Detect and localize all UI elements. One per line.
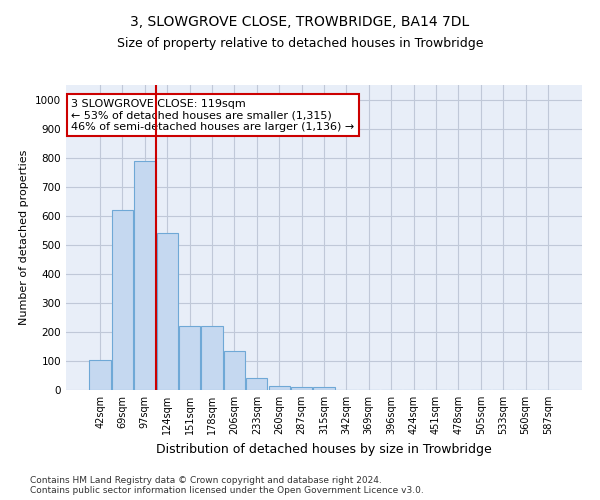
X-axis label: Distribution of detached houses by size in Trowbridge: Distribution of detached houses by size … (156, 442, 492, 456)
Text: Contains HM Land Registry data © Crown copyright and database right 2024.
Contai: Contains HM Land Registry data © Crown c… (30, 476, 424, 495)
Y-axis label: Number of detached properties: Number of detached properties (19, 150, 29, 325)
Text: 3 SLOWGROVE CLOSE: 119sqm
← 53% of detached houses are smaller (1,315)
46% of se: 3 SLOWGROVE CLOSE: 119sqm ← 53% of detac… (71, 98, 355, 132)
Text: Size of property relative to detached houses in Trowbridge: Size of property relative to detached ho… (117, 38, 483, 51)
Bar (224, 351, 245, 390)
Text: 3, SLOWGROVE CLOSE, TROWBRIDGE, BA14 7DL: 3, SLOWGROVE CLOSE, TROWBRIDGE, BA14 7DL (130, 15, 470, 29)
Bar (313, 387, 335, 390)
Bar (112, 210, 133, 390)
Bar (269, 386, 290, 390)
Bar (291, 387, 312, 390)
Bar (246, 378, 268, 390)
Bar (157, 233, 178, 390)
Bar (202, 326, 223, 390)
Bar (89, 360, 111, 390)
Bar (179, 326, 200, 390)
Bar (134, 160, 155, 390)
